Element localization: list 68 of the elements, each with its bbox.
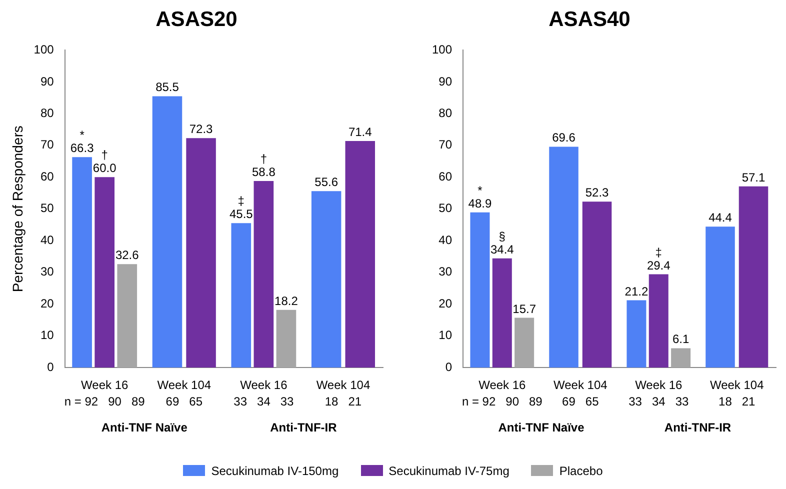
legend-label: Placebo: [558, 464, 603, 478]
text: 18 21: [718, 394, 756, 409]
x-tick-label: Week 16: [81, 378, 128, 392]
x-tick-label: Week 16: [635, 378, 683, 392]
y-tick-label: 50: [40, 201, 54, 216]
data-label: 55.6: [314, 175, 338, 190]
text: Anti-TNF-IR: [270, 420, 338, 435]
y-tick-label: 20: [438, 296, 452, 310]
data-label: † 60.0: [92, 148, 117, 176]
text: Anti-TNF Naïve: [101, 420, 188, 435]
y-tick-label: 10: [40, 328, 54, 342]
data-label: 57.1: [742, 170, 766, 184]
y-tick-label: 60: [438, 169, 452, 184]
data-label: 6.1: [672, 332, 690, 346]
y-tick-label: 40: [438, 232, 452, 247]
text: 69 65: [562, 394, 600, 409]
x-tick-label: Week 104: [710, 378, 764, 392]
y-tick-label: 50: [438, 201, 452, 216]
text: 18 21: [324, 394, 362, 409]
data-label: 69.6: [552, 130, 576, 145]
y-tick-label: 90: [438, 74, 452, 88]
y-tick-label: 0: [445, 360, 452, 374]
y-tick-label: 40: [40, 232, 54, 247]
y-tick-label: 30: [40, 264, 54, 279]
data-label: 44.4: [708, 210, 732, 225]
data-label: * 66.3: [70, 128, 94, 156]
data-label: 71.4: [348, 124, 372, 139]
data-label: 32.6: [115, 248, 140, 262]
data-label: 21.2: [624, 284, 648, 298]
y-tick-label: 0: [47, 360, 54, 374]
data-label: § 34.4: [490, 229, 514, 256]
chart-title: ASAS20: [154, 8, 238, 32]
text: n = 92 90 89: [64, 394, 146, 409]
y-tick-label: 10: [438, 328, 452, 342]
y-tick-label: 30: [438, 264, 452, 279]
y-tick-label: 70: [40, 138, 54, 152]
y-tick-label: 80: [438, 106, 452, 120]
chart-title: ASAS40: [548, 8, 632, 32]
y-tick-label: 20: [40, 296, 54, 310]
data-label: * 48.9: [468, 183, 492, 210]
data-label: 72.3: [189, 122, 214, 136]
x-tick-label: Week 104: [316, 378, 370, 392]
y-tick-label: 60: [40, 169, 54, 184]
legend-label: Secukinumab IV-75mg: [388, 464, 510, 478]
y-tick-label: 100: [34, 42, 54, 57]
y-tick-label: 80: [40, 106, 54, 120]
data-label: † 58.8: [252, 152, 276, 179]
y-tick-label: 100: [432, 42, 452, 57]
x-tick-label: Week 104: [157, 378, 212, 392]
x-tick-label: Week 104: [553, 378, 608, 392]
text: 33 34 33: [234, 394, 294, 409]
data-label: ‡ 45.5: [229, 194, 254, 222]
y-axis-title: Percentage of Responders: [9, 126, 26, 292]
data-label: ‡ 29.4: [646, 245, 671, 272]
text: n = 92 90 89: [462, 394, 543, 409]
legend-label: Secukinumab IV-150mg: [210, 464, 339, 478]
data-label: 85.5: [156, 80, 180, 94]
y-tick-label: 70: [438, 138, 452, 152]
data-label: 18.2: [274, 294, 298, 308]
text: Anti-TNF-IR: [664, 420, 732, 435]
text: 69 65: [166, 394, 203, 409]
text: 33 34 33: [628, 394, 689, 409]
data-label: 52.3: [585, 186, 610, 200]
y-tick-label: 90: [40, 74, 54, 88]
data-label: 15.7: [512, 302, 536, 316]
text: Anti-TNF Naïve: [498, 420, 585, 435]
x-tick-label: Week 16: [240, 378, 288, 392]
x-tick-label: Week 16: [478, 378, 526, 392]
